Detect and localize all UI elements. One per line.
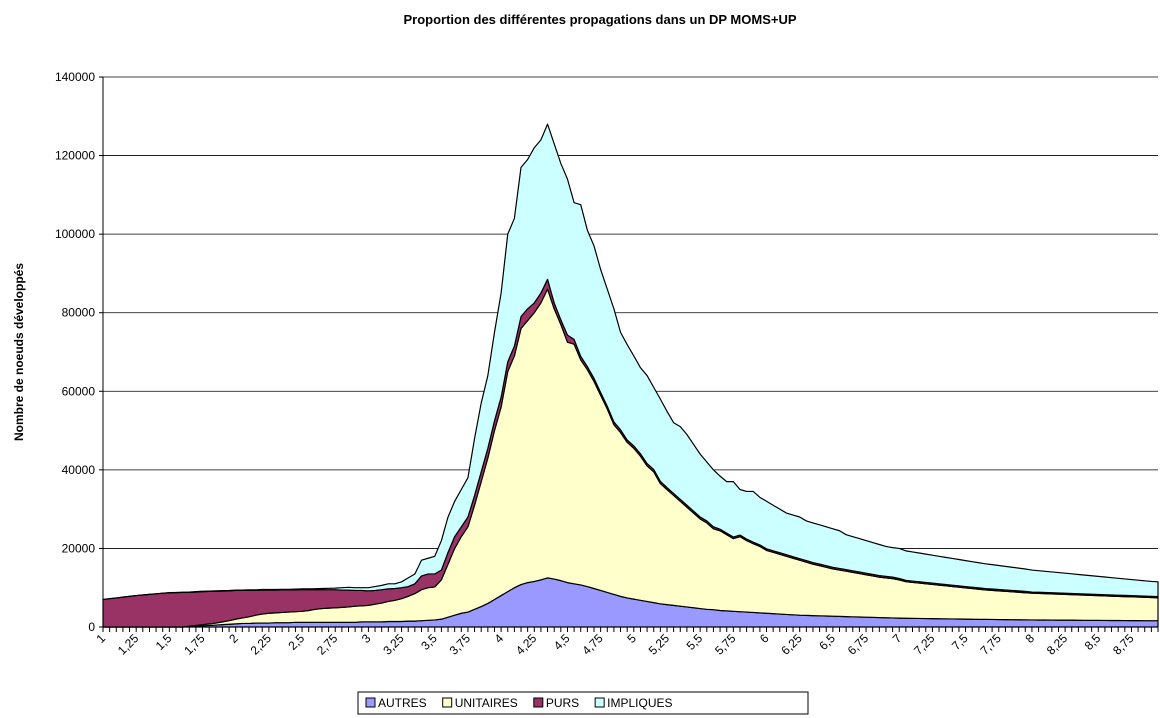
legend-label: PURS xyxy=(546,696,579,710)
x-tick-label: 3,75 xyxy=(447,631,474,658)
y-tick-label: 0 xyxy=(88,620,95,634)
y-tick-label: 80000 xyxy=(62,306,96,320)
x-tick-label: 6 xyxy=(757,631,772,646)
x-tick-label: 2,75 xyxy=(314,631,341,658)
legend-box xyxy=(357,691,809,715)
legend-swatch xyxy=(365,697,376,708)
x-tick-label: 1,75 xyxy=(181,631,208,658)
y-tick-label: 20000 xyxy=(62,541,96,555)
y-tick-label: 120000 xyxy=(55,149,95,163)
x-tick-label: 2 xyxy=(226,631,241,646)
x-tick-label: 3,5 xyxy=(418,631,440,653)
x-tick-label: 7,5 xyxy=(949,631,971,653)
y-tick-label: 140000 xyxy=(55,70,95,84)
x-tick-label: 7 xyxy=(890,631,905,646)
legend-label: AUTRES xyxy=(378,696,427,710)
y-tick-label: 60000 xyxy=(62,384,96,398)
x-tick-label: 6,5 xyxy=(816,631,838,653)
x-tick-label: 7,75 xyxy=(977,631,1004,658)
x-tick-label: 5,25 xyxy=(646,631,673,658)
x-tick-label: 1,25 xyxy=(115,631,142,658)
x-tick-label: 1 xyxy=(93,631,108,646)
legend-label: UNITAIRES xyxy=(455,696,518,710)
x-tick-label: 4 xyxy=(492,631,507,646)
x-tick-label: 1,5 xyxy=(153,631,175,653)
legend-label: IMPLIQUES xyxy=(607,696,672,710)
x-tick-label: 2,25 xyxy=(248,631,275,658)
x-tick-label: 7,25 xyxy=(911,631,938,658)
x-tick-label: 3 xyxy=(359,631,374,646)
legend-swatch xyxy=(594,697,605,708)
y-tick-label: 40000 xyxy=(62,463,96,477)
x-tick-label: 8,5 xyxy=(1082,631,1104,653)
y-axis-label: Nombre de noeuds développés xyxy=(12,263,26,441)
x-tick-label: 5,5 xyxy=(684,631,706,653)
y-tick-label: 100000 xyxy=(55,227,95,241)
x-tick-label: 2,5 xyxy=(285,631,307,653)
area xyxy=(102,123,1159,601)
x-tick-label: 8 xyxy=(1022,631,1037,646)
x-tick-label: 3,25 xyxy=(380,631,407,658)
x-tick-label: 4,5 xyxy=(551,631,573,653)
x-tick-label: 5 xyxy=(624,631,639,646)
x-tick-label: 6,75 xyxy=(845,631,872,658)
x-tick-label: 4,75 xyxy=(579,631,606,658)
x-tick-label: 8,25 xyxy=(1044,631,1071,658)
chart-title: Proportion des différentes propagations … xyxy=(403,12,796,27)
x-tick-label: 4,25 xyxy=(513,631,540,658)
x-tick-label: 5,75 xyxy=(712,631,739,658)
legend-swatch xyxy=(442,697,453,708)
x-tick-label: 8,75 xyxy=(1110,631,1137,658)
legend-swatch xyxy=(533,697,544,708)
x-tick-label: 6,25 xyxy=(778,631,805,658)
